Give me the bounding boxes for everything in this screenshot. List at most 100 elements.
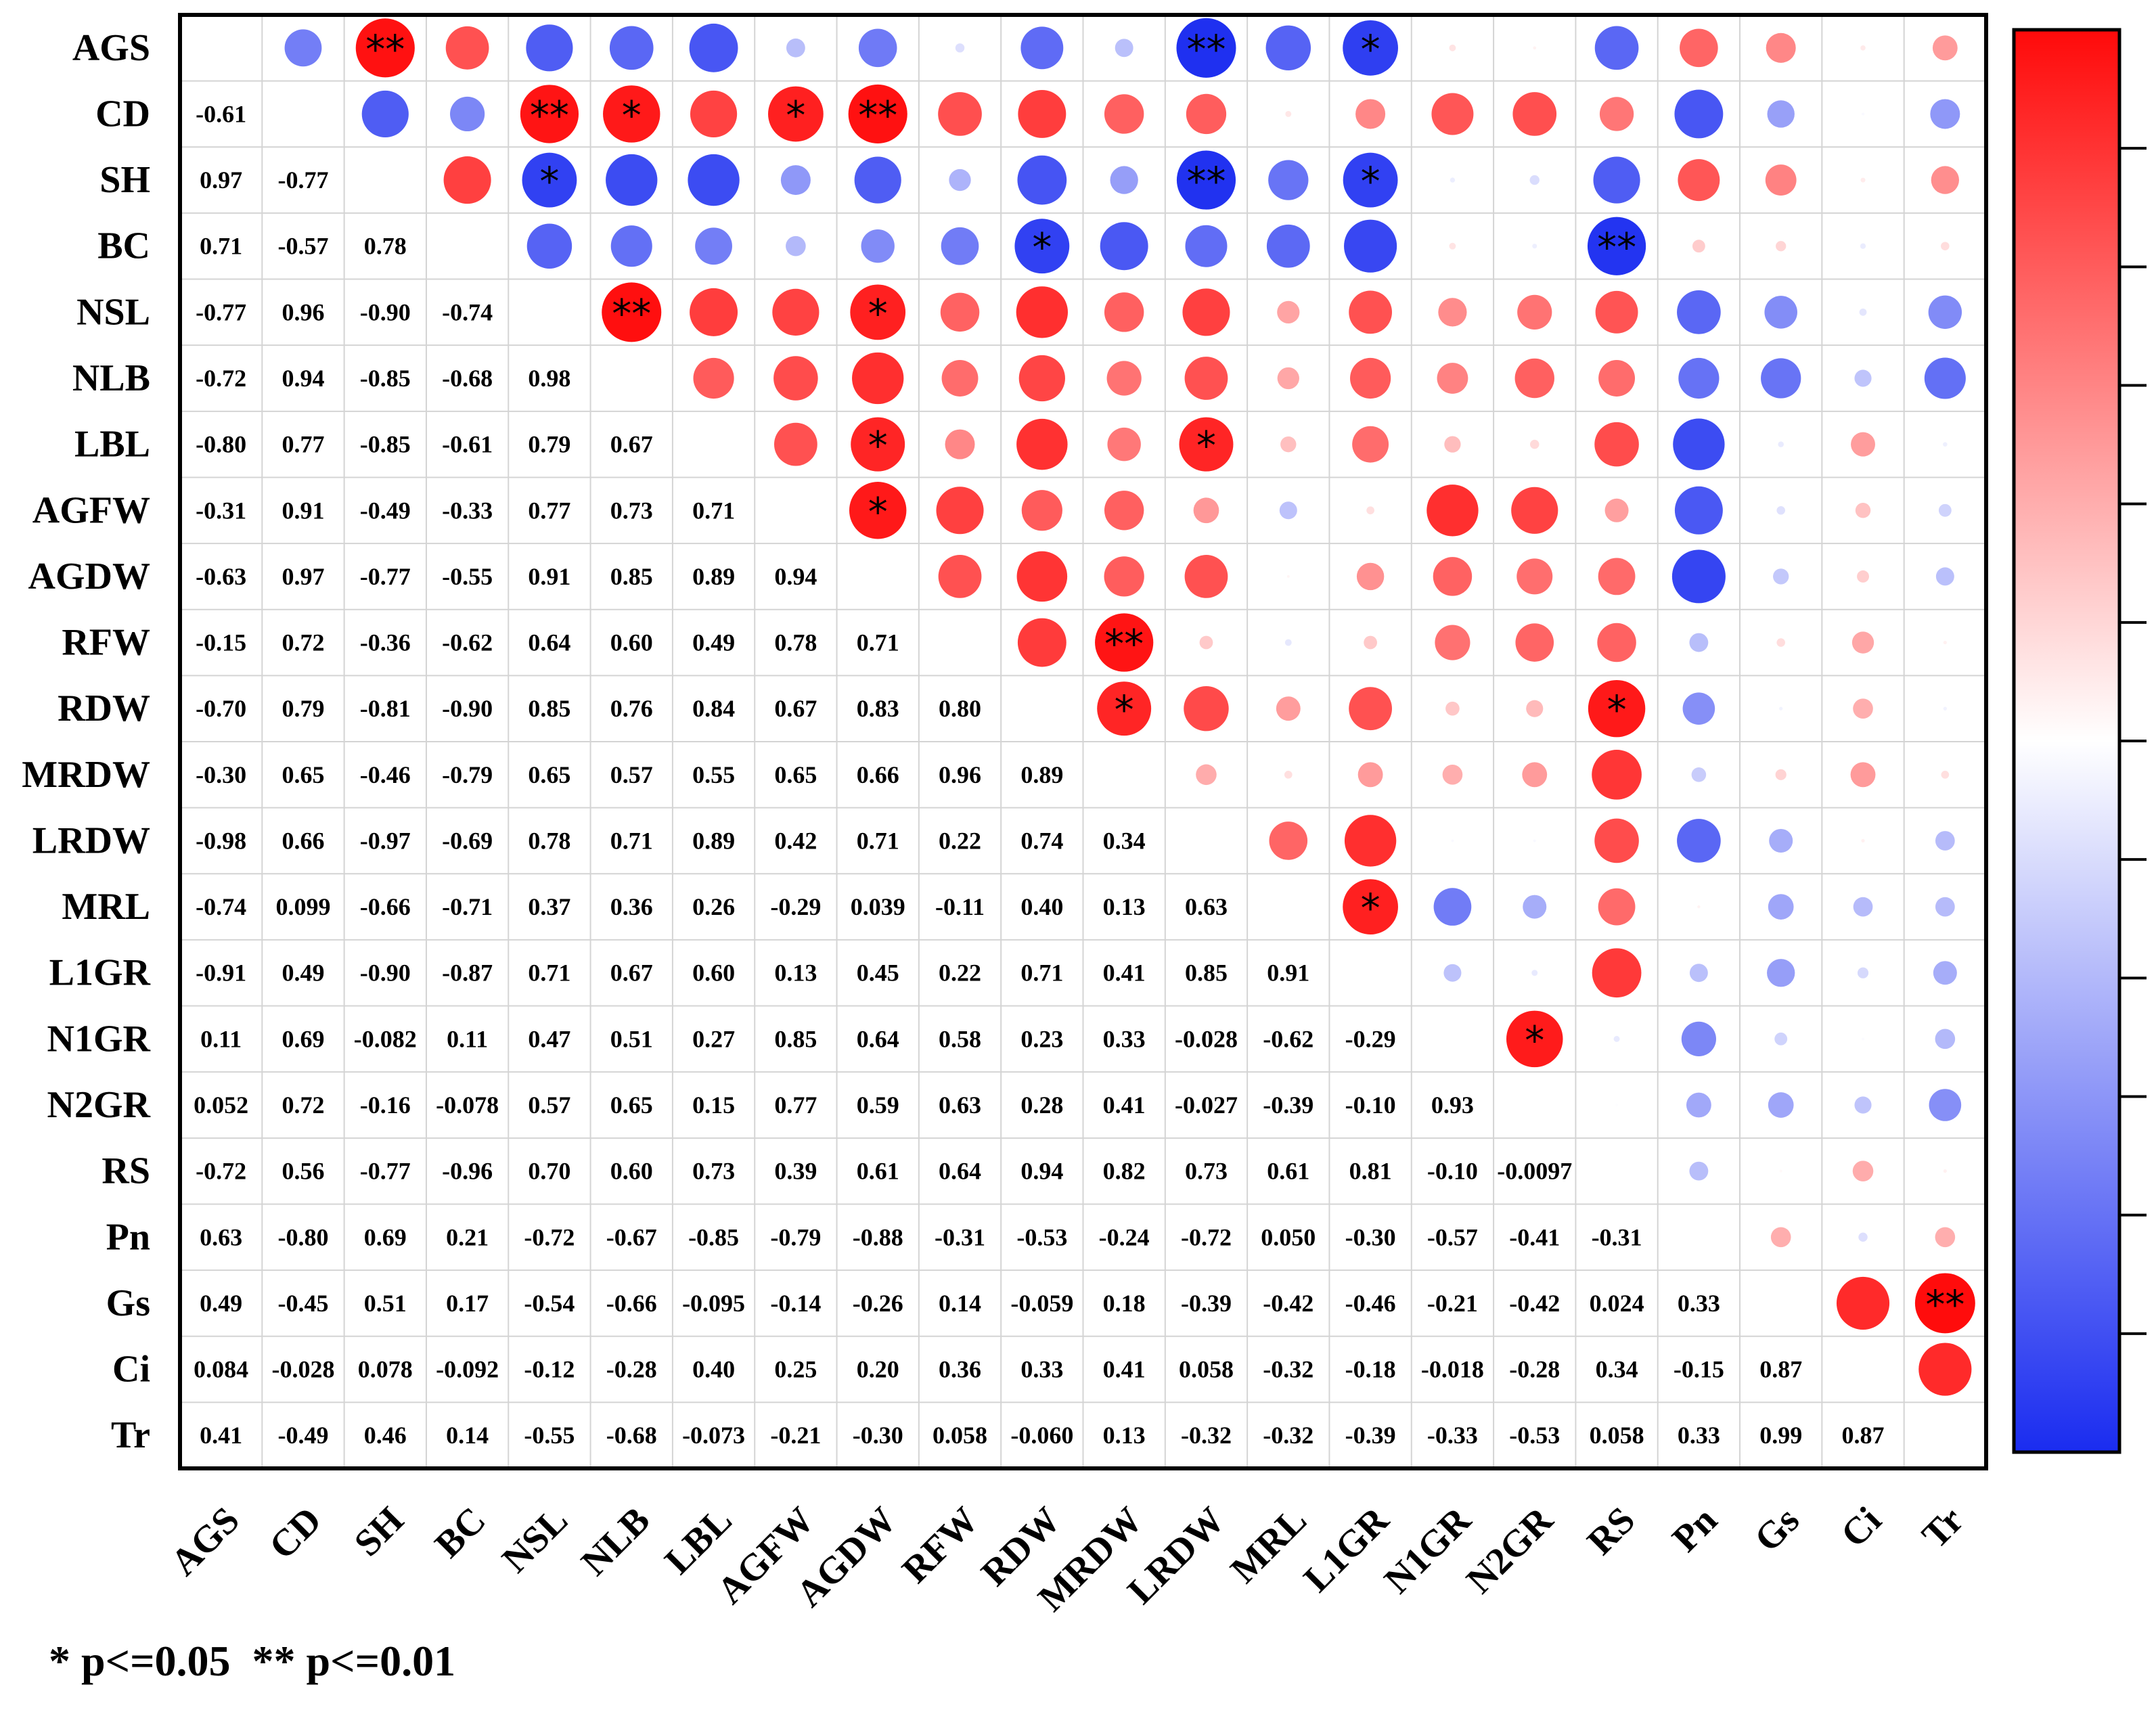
- correlation-value: 0.60: [610, 629, 653, 656]
- correlation-value: 0.89: [692, 563, 735, 590]
- correlation-circle: [602, 282, 662, 342]
- correlation-circle: [945, 429, 975, 459]
- correlation-value: -0.67: [606, 1223, 657, 1251]
- correlation-value: -0.31: [1592, 1223, 1642, 1251]
- correlation-circle: [1943, 640, 1947, 645]
- correlation-circle: [1857, 967, 1869, 978]
- correlation-circle: [1285, 111, 1292, 117]
- correlation-value: 0.64: [857, 1025, 899, 1052]
- correlation-value: 0.41: [1103, 1356, 1146, 1383]
- correlation-circle: [1673, 418, 1725, 470]
- correlation-value: -0.028: [271, 1356, 334, 1383]
- correlation-circle: [1284, 770, 1293, 779]
- row-label: CD: [95, 93, 150, 135]
- correlation-value: -0.24: [1099, 1223, 1150, 1251]
- correlation-value: 0.61: [857, 1158, 899, 1185]
- correlation-circle: [1594, 26, 1639, 70]
- correlation-value: -0.31: [935, 1223, 985, 1251]
- correlation-value: 0.67: [774, 695, 817, 722]
- correlation-circle: [1115, 39, 1133, 58]
- correlation-circle: [1859, 308, 1867, 316]
- significance-marker: *: [786, 92, 805, 138]
- correlation-circle: [1529, 175, 1540, 185]
- correlation-circle: [1095, 613, 1154, 672]
- correlation-value: 0.91: [282, 497, 324, 524]
- row-label: LRDW: [32, 819, 150, 861]
- correlation-value: -0.53: [1509, 1422, 1560, 1449]
- column-label: NLB: [573, 1499, 658, 1583]
- correlation-circle: [526, 24, 573, 72]
- correlation-circle: [1930, 99, 1960, 129]
- color-bar: [2012, 28, 2147, 1454]
- correlation-circle: [773, 356, 818, 401]
- correlation-circle: [1770, 1227, 1791, 1248]
- correlation-circle: [850, 284, 906, 340]
- correlation-value: -0.55: [442, 563, 493, 590]
- correlation-value: 0.18: [1103, 1290, 1146, 1317]
- correlation-circle: [693, 357, 734, 399]
- significance-marker: **: [1186, 26, 1226, 72]
- correlation-circle: [1511, 487, 1558, 534]
- correlation-circle: [1182, 288, 1230, 336]
- row-label: MRL: [62, 886, 150, 928]
- correlation-value: 0.41: [1103, 1091, 1146, 1119]
- correlation-value: 0.49: [282, 960, 324, 987]
- column-label: N2GR: [1458, 1499, 1561, 1602]
- correlation-circle: [1176, 150, 1236, 210]
- correlation-circle: [1778, 441, 1784, 447]
- row-label: Tr: [111, 1414, 150, 1456]
- correlation-circle: [1924, 357, 1966, 399]
- correlation-circle: [690, 288, 738, 336]
- correlation-value: -0.53: [1016, 1223, 1067, 1251]
- correlation-circle: [1276, 696, 1301, 721]
- correlation-circle: [606, 154, 658, 206]
- correlation-value: -0.28: [1509, 1356, 1560, 1383]
- correlation-value: 0.46: [364, 1422, 407, 1449]
- correlation-circle: [1184, 555, 1228, 598]
- correlation-value: -0.49: [360, 497, 411, 524]
- correlation-value: 0.99: [1759, 1422, 1802, 1449]
- correlation-value: 0.96: [939, 761, 981, 788]
- color-bar-gradient: [2012, 28, 2121, 1454]
- correlation-value: 0.71: [857, 827, 899, 854]
- correlation-circle: [1943, 706, 1948, 711]
- correlation-value: 0.85: [610, 563, 653, 590]
- correlation-circle: [1433, 557, 1473, 596]
- correlation-circle: [1184, 357, 1228, 400]
- correlation-value: 0.34: [1596, 1356, 1638, 1383]
- correlation-circle: [1445, 701, 1460, 716]
- correlation-circle: [1193, 497, 1219, 524]
- correlation-circle: [1779, 1169, 1782, 1173]
- correlation-circle: [1268, 160, 1309, 200]
- correlation-circle: [1938, 503, 1952, 517]
- correlation-value: 0.78: [528, 827, 570, 854]
- correlation-value: -0.32: [1263, 1356, 1313, 1383]
- correlation-circle: [848, 84, 907, 144]
- significance-marker: *: [1361, 885, 1380, 931]
- correlation-value: -0.28: [606, 1356, 657, 1383]
- correlation-value: -0.29: [770, 893, 821, 920]
- correlation-value: -0.42: [1263, 1290, 1313, 1317]
- correlation-value: -0.74: [442, 298, 493, 325]
- correlation-circle: [1017, 155, 1067, 205]
- correlation-circle: [1598, 888, 1636, 926]
- correlation-value: 0.71: [857, 629, 899, 656]
- correlation-value: -0.21: [770, 1422, 821, 1449]
- row-label: Gs: [106, 1282, 150, 1324]
- correlation-circle: [1016, 551, 1068, 602]
- correlation-circle: [1854, 369, 1872, 387]
- correlation-circle: [1851, 631, 1874, 654]
- correlation-circle: [1681, 1021, 1716, 1056]
- row-label: Ci: [112, 1349, 150, 1391]
- correlation-value: 0.058: [1179, 1356, 1234, 1383]
- correlation-circle: [1512, 92, 1557, 136]
- correlation-circle: [1020, 26, 1064, 70]
- correlation-value: 0.72: [282, 1091, 324, 1119]
- correlation-circle: [1016, 286, 1069, 338]
- correlation-circle: [1677, 819, 1721, 863]
- correlation-circle: [1017, 618, 1066, 667]
- correlation-circle: [1692, 240, 1705, 253]
- correlation-value: -0.30: [196, 761, 246, 788]
- correlation-circle: [1691, 767, 1707, 782]
- correlation-value: 0.64: [939, 1158, 981, 1185]
